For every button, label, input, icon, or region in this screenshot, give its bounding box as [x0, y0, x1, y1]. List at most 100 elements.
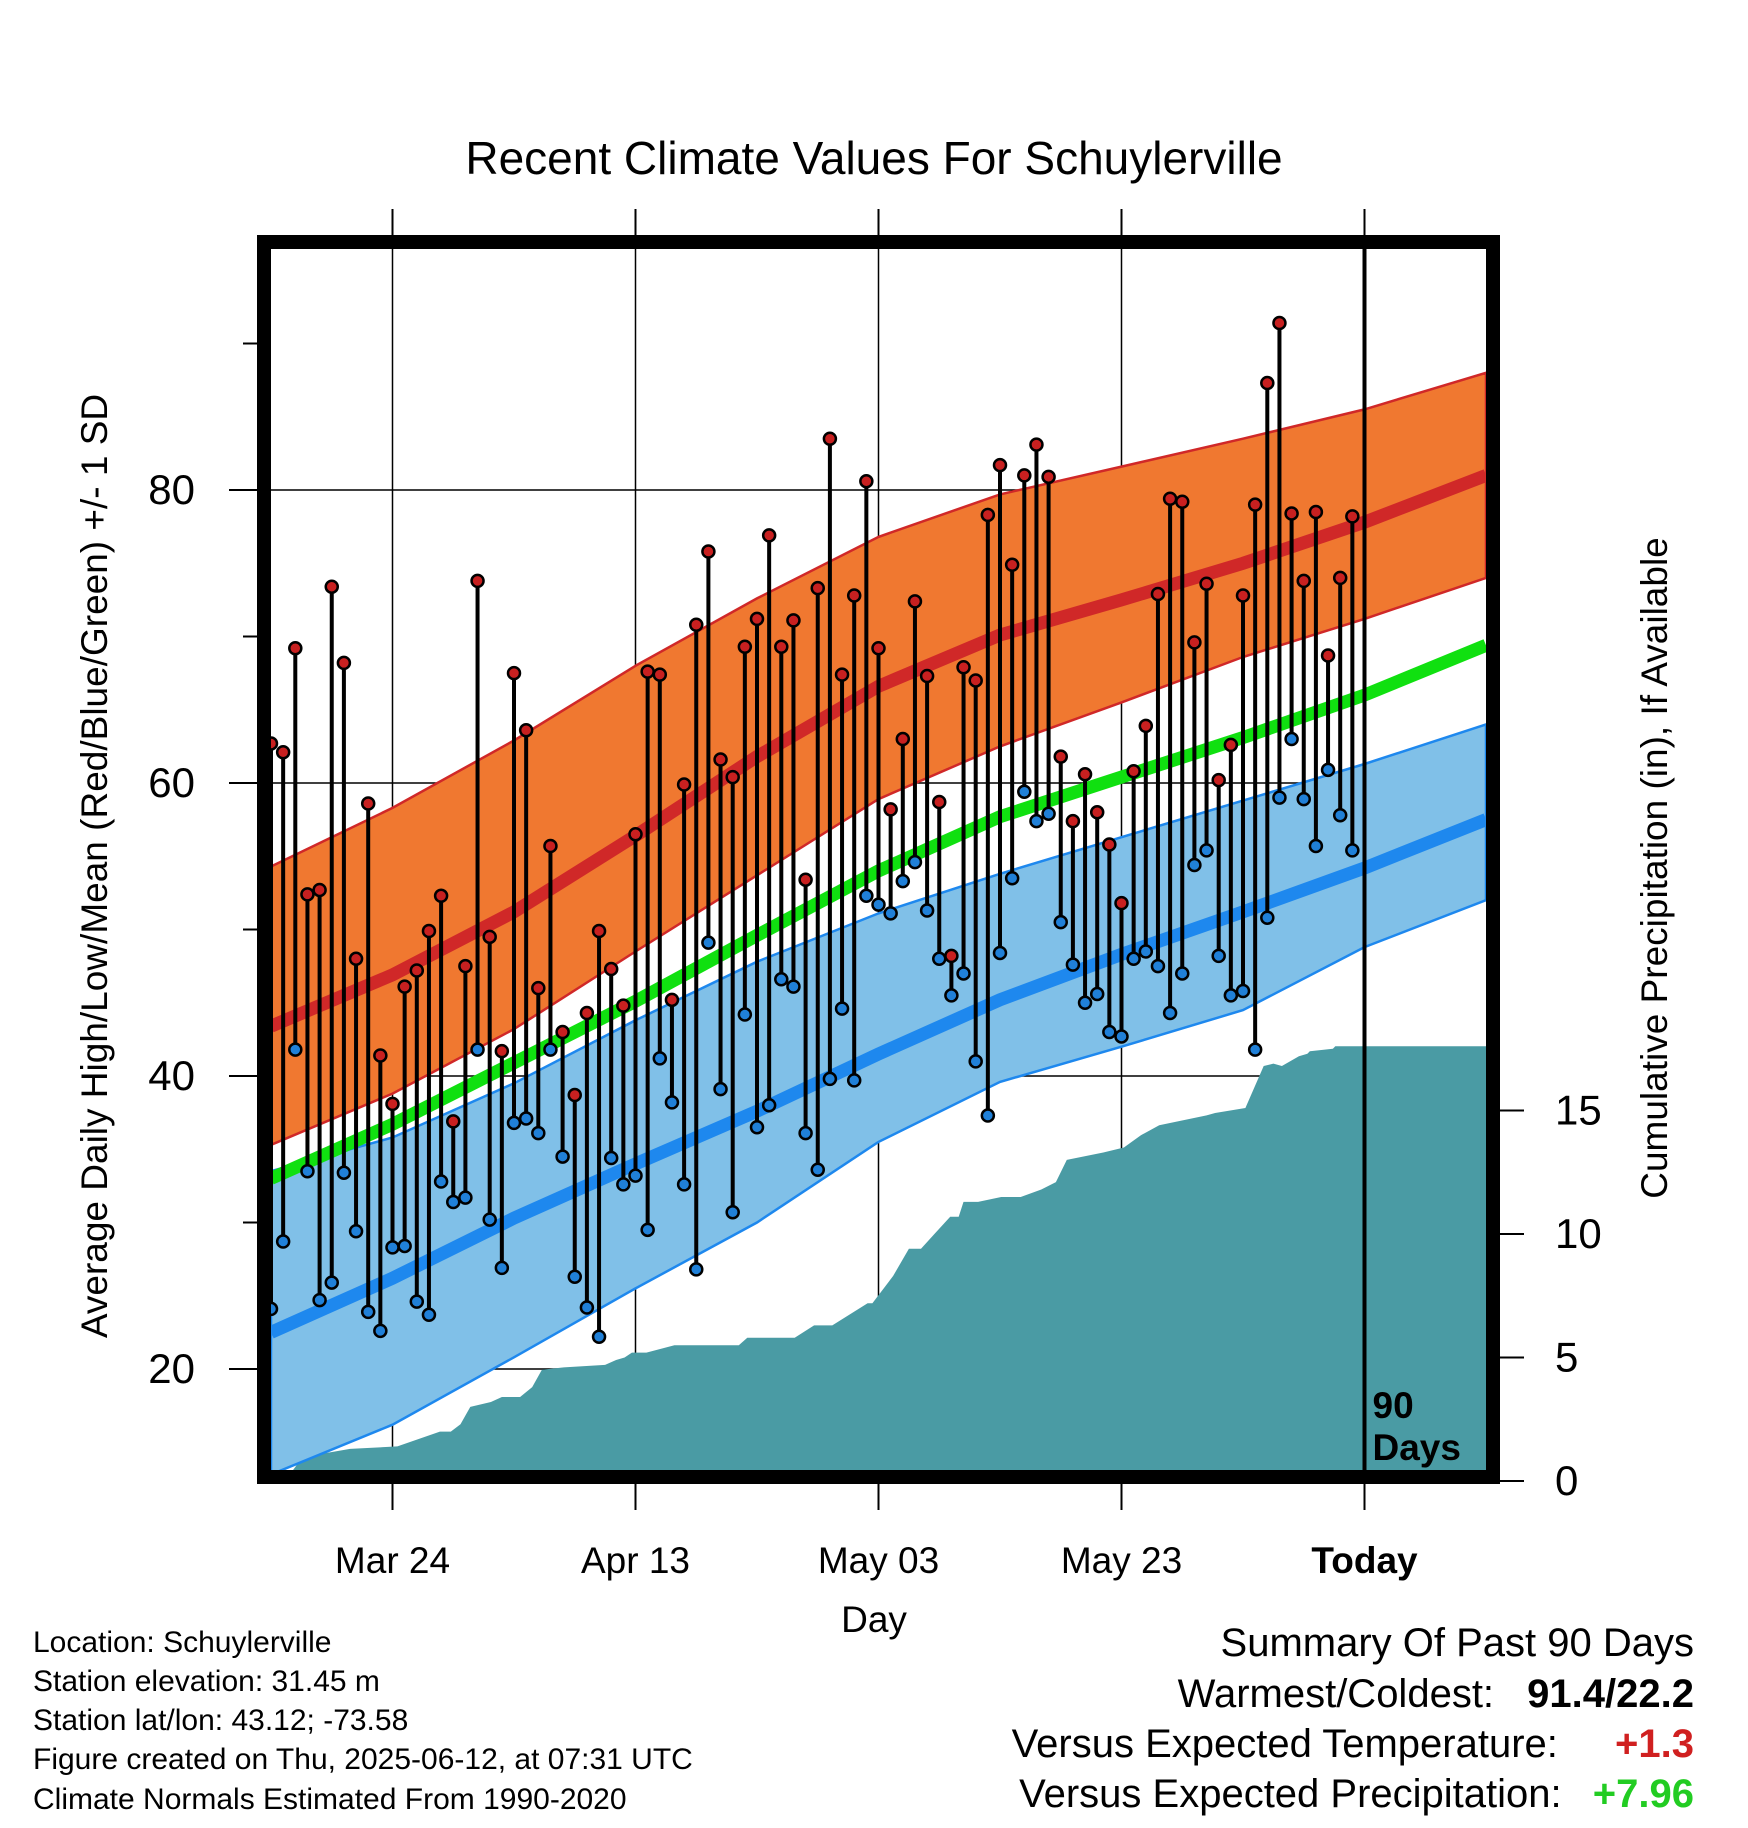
- low-point-11: [397, 1238, 412, 1254]
- low-point-88: [1332, 807, 1348, 823]
- high-point-79: [1223, 737, 1239, 753]
- precip-area: [293, 1046, 1486, 1470]
- high-point-49: [859, 473, 874, 489]
- high-point-48: [846, 588, 862, 603]
- low-point-67: [1077, 995, 1093, 1010]
- high-point-2: [288, 640, 303, 656]
- high-point-88: [1332, 570, 1348, 586]
- high-point-53: [907, 594, 923, 609]
- low-point-42: [774, 972, 789, 987]
- high-point-80: [1235, 588, 1251, 603]
- created-text: Figure created on Thu, 2025-06-12, at 07…: [33, 1743, 693, 1776]
- high-point-0: [271, 736, 279, 751]
- low-point-64: [1041, 806, 1056, 822]
- low-point-49: [859, 888, 874, 904]
- low-point-81: [1247, 1042, 1263, 1057]
- high-point-64: [1041, 469, 1056, 485]
- high-point-62: [1017, 468, 1032, 483]
- today-days-number: 90: [1373, 1385, 1414, 1426]
- low-point-69: [1102, 1024, 1117, 1040]
- low-point-4: [312, 1292, 327, 1308]
- low-point-20: [506, 1115, 522, 1131]
- high-point-40: [749, 611, 765, 627]
- low-point-71: [1126, 951, 1141, 967]
- temp-row: Versus Expected Temperature: +1.3: [1012, 1722, 1694, 1767]
- high-point-19: [494, 1043, 510, 1059]
- high-point-84: [1284, 506, 1299, 521]
- high-point-6: [336, 655, 352, 671]
- low-point-77: [1199, 843, 1214, 858]
- high-point-50: [871, 640, 886, 656]
- high-point-65: [1053, 749, 1068, 764]
- low-point-73: [1150, 958, 1166, 974]
- high-point-24: [555, 1024, 570, 1040]
- plot-border: [257, 235, 1500, 1484]
- high-point-86: [1308, 504, 1324, 520]
- high-point-44: [798, 872, 813, 887]
- low-point-52: [895, 873, 911, 889]
- high-point-13: [421, 923, 437, 939]
- summary-heading: Summary Of Past 90 Days: [1220, 1621, 1694, 1665]
- low-point-75: [1175, 966, 1190, 981]
- location-text: Location: Schuylerville: [33, 1626, 332, 1659]
- low-point-34: [676, 1177, 692, 1192]
- high-point-9: [373, 1048, 388, 1063]
- low-point-68: [1089, 986, 1105, 1002]
- low-point-56: [944, 988, 959, 1003]
- low-point-43: [786, 979, 801, 994]
- low-point-44: [798, 1125, 813, 1141]
- low-point-33: [664, 1095, 680, 1110]
- low-point-23: [543, 1042, 558, 1057]
- high-point-16: [458, 958, 473, 974]
- high-point-7: [348, 951, 364, 967]
- low-point-53: [907, 854, 923, 870]
- high-point-59: [980, 507, 996, 523]
- low-point-89: [1345, 843, 1360, 858]
- warm-cold-label: Warmest/Coldest:: [1177, 1672, 1495, 1716]
- high-point-70: [1114, 895, 1129, 911]
- high-point-41: [761, 528, 777, 543]
- normals-text: Climate Normals Estimated From 1990-2020: [33, 1783, 627, 1816]
- low-point-58: [968, 1054, 983, 1069]
- low-point-76: [1187, 857, 1202, 873]
- high-point-42: [774, 639, 789, 655]
- high-point-75: [1175, 494, 1190, 509]
- high-point-12: [409, 963, 425, 978]
- low-point-62: [1017, 784, 1032, 800]
- high-point-69: [1102, 837, 1117, 852]
- low-point-48: [846, 1073, 862, 1088]
- high-point-66: [1065, 813, 1081, 829]
- low-point-27: [591, 1329, 607, 1345]
- low-point-45: [810, 1162, 825, 1178]
- high-point-77: [1199, 576, 1214, 592]
- low-point-57: [956, 966, 971, 981]
- high-point-87: [1320, 648, 1336, 663]
- high-point-18: [482, 929, 497, 945]
- high-point-28: [603, 961, 619, 977]
- high-point-23: [543, 838, 558, 854]
- low-point-24: [555, 1149, 570, 1164]
- high-point-54: [919, 668, 935, 684]
- high-point-25: [567, 1087, 582, 1103]
- low-point-13: [421, 1307, 437, 1323]
- low-point-72: [1138, 944, 1154, 959]
- low-point-28: [603, 1150, 619, 1166]
- precip-value: +7.96: [1592, 1772, 1694, 1816]
- high-point-22: [531, 980, 546, 996]
- temp-label: Versus Expected Temperature:: [1011, 1722, 1558, 1766]
- low-point-10: [385, 1240, 400, 1255]
- low-point-78: [1211, 948, 1226, 964]
- high-point-57: [956, 660, 971, 675]
- low-point-16: [458, 1190, 473, 1205]
- high-point-89: [1345, 509, 1360, 524]
- y-right-label-3: 15: [1555, 1087, 1602, 1134]
- normal-low-line: [271, 813, 1486, 1339]
- low-point-12: [409, 1294, 425, 1309]
- high-point-4: [312, 882, 327, 898]
- high-point-73: [1150, 586, 1166, 602]
- high-point-27: [591, 923, 607, 939]
- high-point-39: [737, 639, 753, 655]
- y-right-label-0: 0: [1555, 1457, 1578, 1504]
- high-point-51: [883, 802, 898, 817]
